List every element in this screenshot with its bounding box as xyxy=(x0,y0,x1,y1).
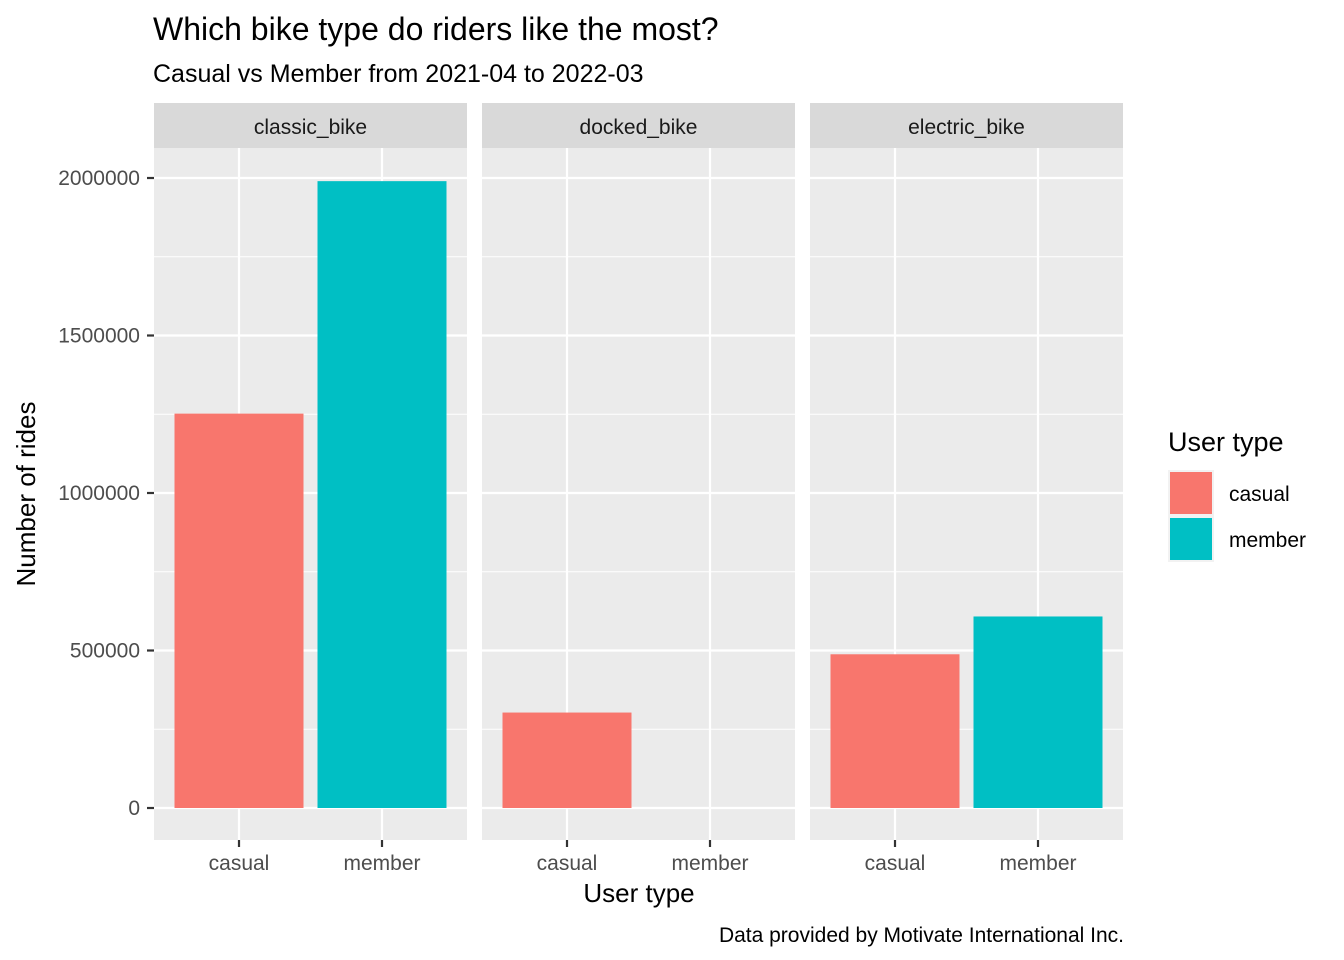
x-tick-label-member: member xyxy=(999,852,1076,875)
chart-caption: Data provided by Motivate International … xyxy=(719,924,1124,947)
legend-title: User type xyxy=(1168,427,1284,457)
y-axis-title: Number of rides xyxy=(11,402,41,587)
y-tick-label: 1500000 xyxy=(58,325,140,348)
y-axis: 0 500000 1000000 1500000 2000000 xyxy=(58,167,154,820)
chart-subtitle: Casual vs Member from 2021-04 to 2022-03 xyxy=(153,60,644,88)
strip-background xyxy=(810,103,1123,148)
chart-title: Which bike type do riders like the most? xyxy=(153,11,719,47)
bar-classic_bike-casual xyxy=(174,413,304,808)
legend-swatch-casual xyxy=(1170,472,1212,514)
y-tick-label: 2000000 xyxy=(58,167,140,190)
legend-swatch-member xyxy=(1170,518,1212,560)
bar-docked_bike-casual xyxy=(502,712,632,808)
x-tick-label-casual: casual xyxy=(537,852,598,875)
x-tick-label-casual: casual xyxy=(209,852,270,875)
strip-background xyxy=(482,103,795,148)
y-tick-label: 0 xyxy=(128,797,140,820)
strip-label-classic_bike: classic_bike xyxy=(254,116,367,139)
x-tick-label-member: member xyxy=(343,852,420,875)
legend-label-casual: casual xyxy=(1229,483,1290,506)
y-tick-label: 1000000 xyxy=(58,482,140,505)
bar-electric_bike-casual xyxy=(830,654,960,808)
strip-label-electric_bike: electric_bike xyxy=(908,116,1025,139)
x-axis-title: User type xyxy=(583,878,694,908)
y-tick-label: 500000 xyxy=(70,640,140,663)
x-tick-label-member: member xyxy=(671,852,748,875)
bar-electric_bike-member xyxy=(973,616,1103,808)
legend-label-member: member xyxy=(1229,529,1306,552)
x-tick-label-casual: casual xyxy=(865,852,926,875)
legend: User type casual member xyxy=(1168,427,1306,562)
strip-label-docked_bike: docked_bike xyxy=(580,116,698,139)
bar-classic_bike-member xyxy=(317,181,447,808)
strip-background xyxy=(154,103,467,148)
